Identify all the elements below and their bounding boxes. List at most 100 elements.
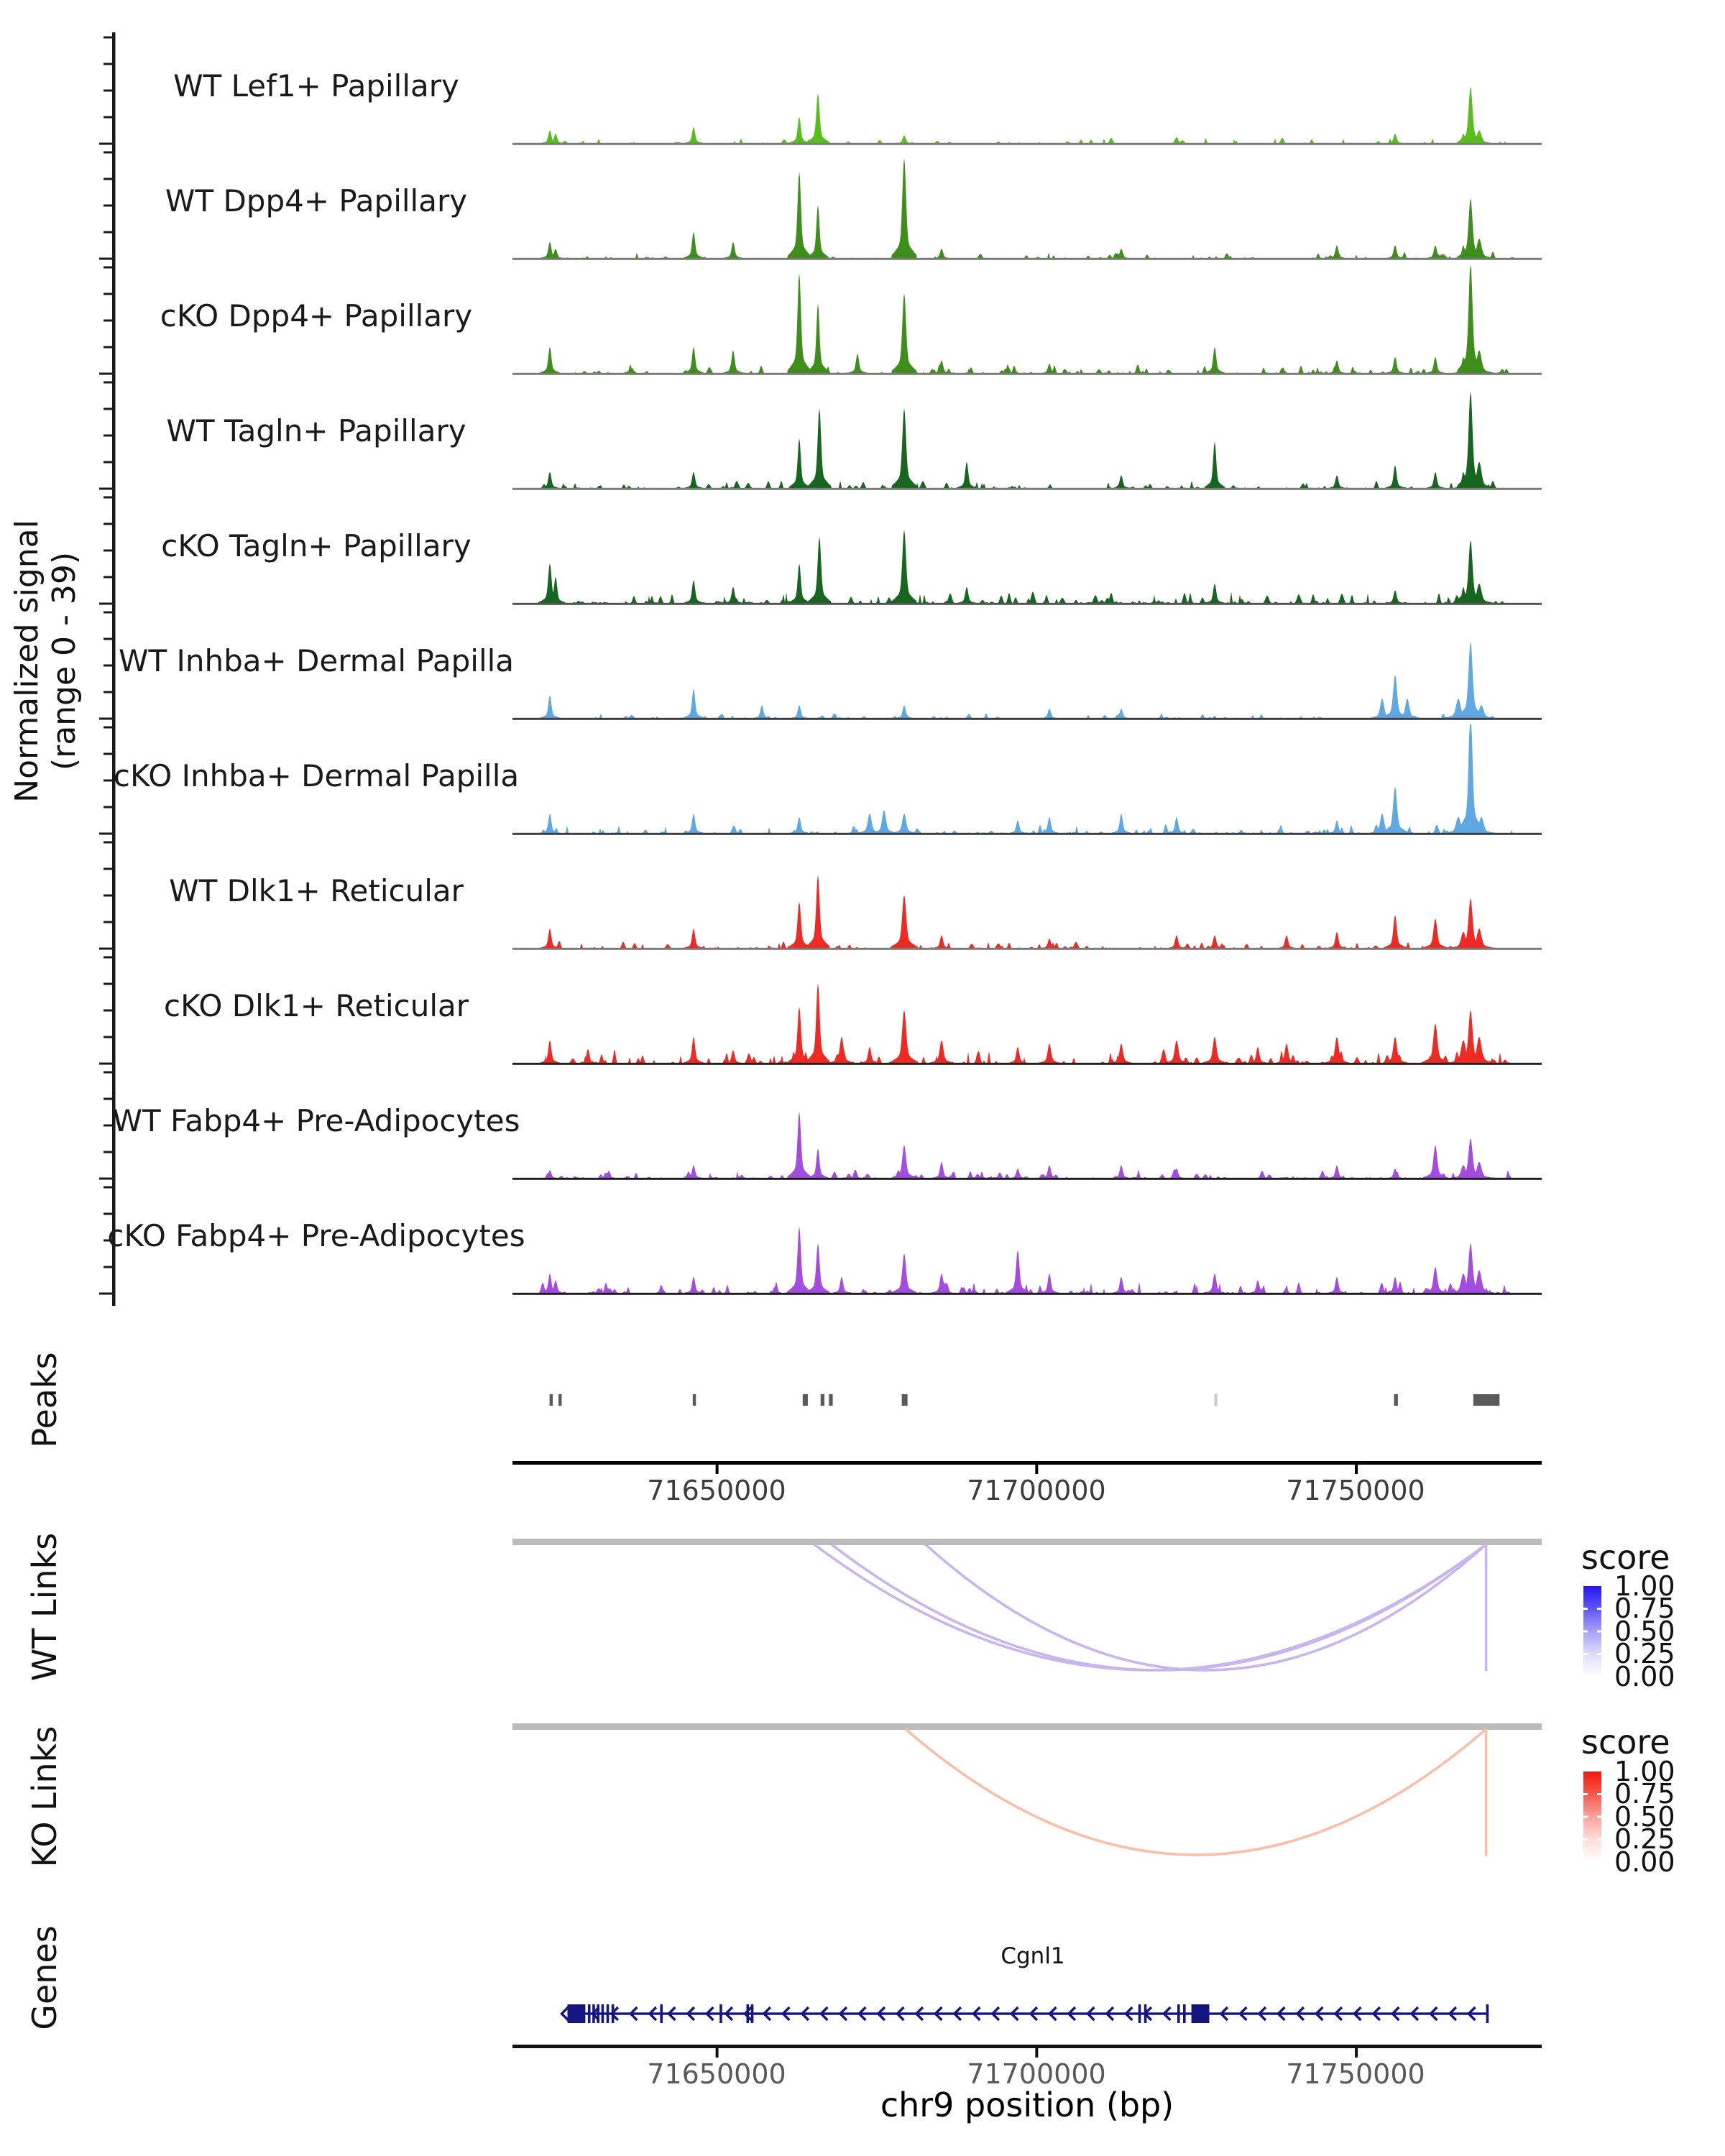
gene-strand-arrow [838,2006,848,2022]
gene-name-cgnl1: Cgnl1 [1000,1943,1065,1969]
ko-links-legend-title: score [1581,1723,1670,1761]
ko-legend-tick-025: 0.25 [1614,1823,1675,1855]
gene-exon-tick [606,2004,610,2023]
track-label-wt-tagln: WT Tagln+ Papillary [166,413,466,448]
signal-baseline-track-1 [512,257,1542,260]
y-axis-tick [104,576,112,579]
axis1-tick-71650000: 71650000 [647,1475,786,1506]
y-axis-tick [99,487,112,490]
y-axis-tick [104,407,112,410]
y-axis-tick [104,1239,112,1242]
y-axis-tick [104,116,112,119]
signal-baseline-track-7 [512,947,1542,950]
gene-exon-block [1191,2004,1210,2023]
gene-strand-arrow [1029,2006,1039,2022]
track-label-wt-lef1: WT Lef1+ Papillary [173,68,459,103]
section-label-wt-links: WT Links [25,1532,64,1682]
axis2-tick-71700000: 71700000 [967,2058,1106,2090]
gene-exon-tick [660,2004,663,2023]
legend-notch [1597,1653,1601,1655]
peak-box [692,1394,696,1406]
legend-notch [1583,1608,1588,1610]
y-axis-tick [104,36,112,39]
wt-links-legend-title: score [1581,1538,1670,1577]
gene-strand-arrow [1295,2006,1305,2022]
track-label-wt-inhba: WT Inhba+ Dermal Papilla [118,643,515,678]
signal-baseline-track-0 [512,142,1542,145]
signal-baseline-track-6 [512,832,1542,835]
y-axis-tick [104,1266,112,1268]
y-axis-tick [104,178,112,180]
track-label-wt-fabp4: WT Fabp4+ Pre-Adipocytes [112,1103,520,1138]
gene-strand-arrow [1390,2006,1400,2022]
y-axis-tick [104,894,112,897]
y-axis-tick [104,867,112,870]
signal-baseline-track-3 [512,487,1542,490]
y-axis-tick [104,319,112,322]
y-axis-tick [99,1177,112,1180]
signal-area-track-10 [512,1226,1542,1294]
gene-strand-arrow [933,2006,943,2022]
gene-strand-arrow [1257,2006,1267,2022]
signal-area-track-2 [512,264,1542,374]
gene-strand-arrow [1466,2006,1476,2022]
wt-legend-tick-100: 1.00 [1614,1570,1675,1602]
y-axis-tick [104,204,112,207]
y-axis-tick [104,841,112,844]
gene-strand-arrow [1162,2006,1172,2022]
y-axis-tick [104,1097,112,1100]
y-axis-tick [104,921,112,923]
track-label-wt-dlk1: WT Dlk1+ Reticular [169,873,464,908]
y-axis-tick [104,1036,112,1038]
y-axis-tick [99,602,112,605]
y-axis-tick [104,691,112,694]
gene-exon-tick [587,2004,591,2023]
peak-box [1394,1394,1398,1406]
track-label-cko-fabp4: cKO Fabp4+ Pre-Adipocytes [107,1218,525,1253]
gene-strand-arrow [1219,2006,1229,2022]
signal-area-track-7 [512,875,1542,949]
signal-baseline-track-10 [512,1292,1542,1295]
y-axis-tick [104,89,112,92]
signal-baseline-track-4 [512,602,1542,605]
gene-strand-arrow [1143,2006,1153,2022]
signal-area-track-0 [512,86,1542,144]
gene-strand-arrow [724,2006,734,2022]
gene-strand-arrow [1333,2006,1343,2022]
links-baseline-bar-1 [512,1723,1542,1730]
legend-notch [1583,1815,1588,1818]
gene-exon-tick [719,2004,722,2023]
y-axis-tick [99,142,112,145]
gene-exon-tick [1138,2004,1141,2023]
y-axis-tick [104,434,112,437]
gene-strand-arrow [648,2006,658,2022]
track-label-cko-dlk1: cKO Dlk1+ Reticular [164,988,469,1023]
y-axis-label: Normalized signal (range 0 - 39) [9,520,83,803]
gene-strand-arrow [971,2006,981,2022]
gene-strand-arrow [1238,2006,1248,2022]
peak-box [558,1394,562,1406]
gene-strand-arrow [686,2006,696,2022]
section-label-peaks: Peaks [25,1352,64,1448]
legend-notch [1597,1793,1601,1795]
axis2-tick-71650000: 71650000 [647,2058,786,2090]
gene-strand-arrow [1314,2006,1324,2022]
gene-exon-tick [1177,2004,1180,2023]
gene-strand-arrow [895,2006,905,2022]
gene-strand-arrow [952,2006,962,2022]
y-axis-tick [99,717,112,720]
gene-strand-arrow [1352,2006,1362,2022]
ko-legend-tick-100: 1.00 [1614,1756,1675,1787]
legend-notch [1583,1838,1588,1841]
section-label-genes: Genes [25,1925,64,2030]
axis-tick-mark [715,2048,719,2058]
y-axis-tick [104,1071,112,1074]
y-axis-tick [104,231,112,234]
gene-strand-arrow [742,2006,753,2022]
gene-strand-arrow [914,2006,924,2022]
genomic-axis-upper [512,1461,1542,1465]
gene-strand-arrow [1371,2006,1381,2022]
axis-tick-mark [1355,1465,1358,1474]
axis1-tick-71700000: 71700000 [967,1475,1106,1506]
gene-strand-arrow [1448,2006,1458,2022]
